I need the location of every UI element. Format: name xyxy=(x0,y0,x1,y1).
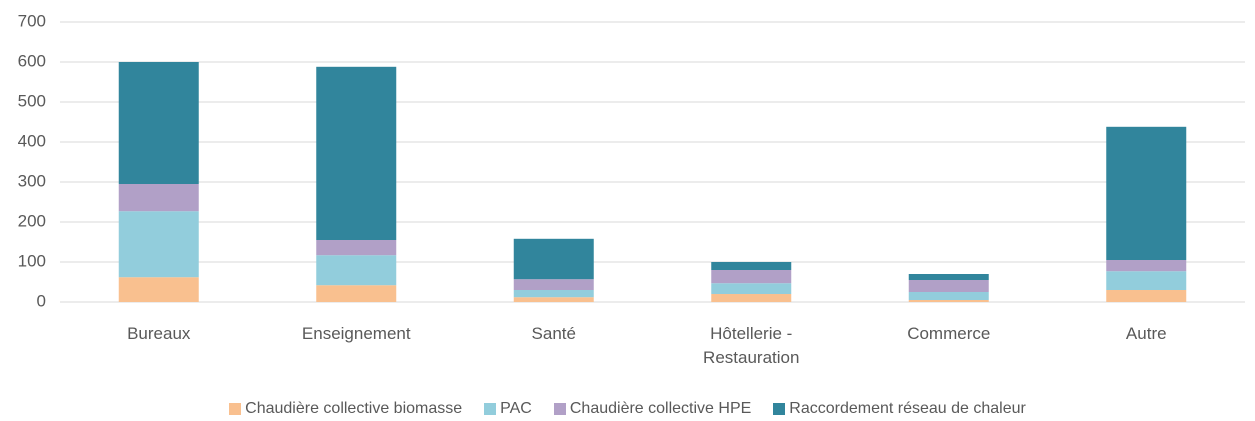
legend-label: Raccordement réseau de chaleur xyxy=(789,400,1026,417)
y-tick-label: 700 xyxy=(18,11,46,30)
y-tick-label: 400 xyxy=(18,131,46,150)
x-tick-label: Enseignement xyxy=(301,324,411,343)
x-tick-label: Santé xyxy=(531,324,576,343)
bar-segment xyxy=(513,279,594,290)
x-tick-label: Bureaux xyxy=(127,324,191,343)
bar-segment xyxy=(118,62,199,184)
legend-swatch xyxy=(773,403,786,415)
bar-segment xyxy=(1106,126,1187,260)
bar-segment xyxy=(908,300,989,302)
bar-segment xyxy=(513,290,594,298)
bar-segment xyxy=(1106,260,1187,272)
y-tick-label: 300 xyxy=(18,171,46,190)
bar-segment xyxy=(316,66,397,240)
legend: Chaudière collective biomasse PAC Chaudièr… xyxy=(0,400,1255,418)
bar-segment xyxy=(118,211,199,278)
bar-segment xyxy=(711,294,792,302)
bar-segment xyxy=(908,280,989,292)
bar-segment xyxy=(908,274,989,280)
legend-label: Chaudière collective biomasse xyxy=(245,400,463,417)
y-tick-label: 200 xyxy=(18,211,46,230)
bar-segment xyxy=(513,297,594,302)
bar-segment xyxy=(118,184,199,212)
legend-label: PAC xyxy=(500,400,532,417)
bar-segment xyxy=(1106,271,1187,290)
bar-segment xyxy=(711,283,792,294)
bar-segment xyxy=(1106,290,1187,302)
y-tick-label: 100 xyxy=(18,251,46,270)
bar-segment xyxy=(316,255,397,286)
bar-segment xyxy=(513,238,594,280)
legend-swatch xyxy=(484,403,497,415)
bar-segment xyxy=(711,270,792,284)
legend-item: PAC xyxy=(484,400,532,418)
bar-segment xyxy=(316,285,397,302)
x-tick-label: Hôtellerie - Restauration xyxy=(703,324,800,367)
legend-item: Chaudière collective biomasse xyxy=(229,400,462,418)
bar-segment xyxy=(118,277,199,302)
bar-segment xyxy=(711,262,792,270)
y-tick-label: 600 xyxy=(18,51,46,70)
legend-label: Chaudière collective HPE xyxy=(569,400,752,417)
legend-item: Chaudière collective HPE xyxy=(553,400,752,418)
x-tick-label: Commerce xyxy=(907,324,991,343)
legend-item: Raccordement réseau de chaleur xyxy=(773,400,1026,418)
y-tick-label: 500 xyxy=(18,91,46,110)
x-tick-label: Autre xyxy=(1125,324,1167,343)
legend-swatch xyxy=(229,403,242,415)
y-tick-label: 0 xyxy=(37,291,46,310)
bar-segment xyxy=(908,292,989,300)
bar-segment xyxy=(316,240,397,256)
legend-swatch xyxy=(553,403,566,415)
